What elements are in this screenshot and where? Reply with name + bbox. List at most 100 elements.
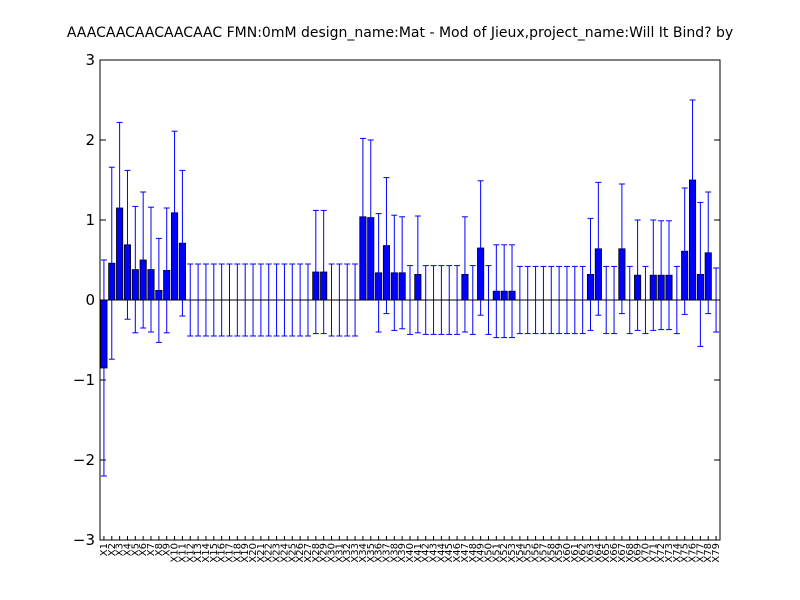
x-tick-label: X54 (515, 543, 526, 563)
x-tick-label: X40 (405, 543, 416, 563)
error-bar (414, 215, 421, 334)
x-tick-label: X76 (688, 543, 699, 563)
x-tick-label: X65 (601, 543, 612, 563)
x-tick-label: X69 (633, 543, 644, 563)
x-tick-label: X66 (609, 543, 620, 563)
y-tick-label: 2 (85, 131, 95, 149)
x-tick-label: X74 (672, 543, 683, 563)
x-tick-label: X27 (303, 543, 314, 563)
x-tick-label: X77 (695, 543, 706, 563)
error-bar (320, 209, 327, 335)
error-bar (108, 166, 115, 360)
x-tick-label: X23 (272, 543, 283, 563)
x-tick-label: X78 (703, 543, 714, 563)
error-bar (509, 244, 516, 339)
x-tick-label: X48 (468, 543, 479, 563)
x-tick-label: X12 (185, 543, 196, 563)
x-tick-label: X11 (177, 543, 188, 563)
x-tick-label: X47 (460, 543, 471, 563)
x-tick-label: X34 (358, 543, 369, 563)
x-tick-label: X4 (122, 543, 133, 556)
x-tick-label: X25 (287, 543, 298, 563)
x-tick-label: X29 (319, 543, 330, 563)
error-bar (375, 213, 382, 333)
error-bar (155, 237, 162, 343)
x-tick-label: X68 (625, 543, 636, 563)
error-bar (650, 219, 657, 331)
error-bar (179, 169, 186, 317)
x-tick-label: X10 (170, 543, 181, 563)
error-bar (163, 207, 170, 334)
error-bar (697, 201, 704, 347)
x-tick-label: X35 (366, 543, 377, 563)
chart-title: AAACAACAACAACAAC FMN:0mM design_name:Mat… (67, 25, 733, 41)
x-tick-label: X8 (154, 543, 165, 556)
x-tick-label: X37 (381, 543, 392, 563)
error-bar (383, 177, 390, 315)
error-bar (100, 259, 107, 477)
y-tick-label: −2 (73, 451, 95, 469)
error-bar (140, 191, 147, 329)
x-tick-label: X73 (664, 543, 675, 563)
x-tick-label: X2 (107, 543, 118, 556)
x-tick-label: X38 (389, 543, 400, 563)
x-tick-label: X62 (578, 543, 589, 563)
error-bar (171, 130, 178, 295)
error-bar (493, 244, 500, 339)
x-axis: X1X2X3X4X5X6X7X8X9X10X11X12X13X14X15X16X… (99, 536, 722, 563)
x-tick-label: X41 (413, 543, 424, 563)
x-tick-label: X72 (656, 543, 667, 563)
error-bar (116, 121, 123, 295)
x-tick-label: X43 (429, 543, 440, 563)
x-tick-label: X20 (248, 543, 259, 563)
x-tick-label: X57 (538, 543, 549, 563)
x-tick-label: X31 (334, 543, 345, 563)
x-tick-label: X70 (640, 543, 651, 563)
x-tick-label: X32 (342, 543, 353, 563)
error-bar (618, 183, 625, 315)
x-tick-label: X42 (421, 543, 432, 563)
x-tick-label: X60 (562, 543, 573, 563)
error-bar (367, 139, 374, 296)
x-tick-label: X49 (476, 543, 487, 563)
x-tick-label: X75 (680, 543, 691, 563)
error-bar (399, 216, 406, 330)
x-tick-label: X28 (311, 543, 322, 563)
error-bar (689, 99, 696, 261)
x-tick-label: X9 (162, 543, 173, 556)
error-bar (595, 181, 602, 316)
x-tick-label: X58 (546, 543, 557, 563)
error-bars-layer (100, 99, 720, 477)
y-tick-label: 3 (85, 51, 95, 69)
error-bar (391, 214, 398, 331)
error-bar (477, 180, 484, 316)
x-tick-label: X5 (130, 543, 141, 556)
x-tick-label: X15 (209, 543, 220, 563)
x-tick-label: X21 (256, 543, 267, 563)
y-tick-label: −1 (73, 371, 95, 389)
x-tick-label: X39 (397, 543, 408, 563)
x-tick-label: X13 (193, 543, 204, 563)
x-tick-label: X46 (452, 543, 463, 563)
x-tick-label: X45 (444, 543, 455, 563)
error-bar (681, 187, 688, 315)
x-tick-label: X30 (327, 543, 338, 563)
error-bar (665, 220, 672, 331)
y-tick-label: 1 (85, 211, 95, 229)
error-bar (312, 209, 319, 335)
x-tick-label: X52 (499, 543, 510, 563)
error-bar (501, 244, 508, 339)
x-tick-label: X53 (507, 543, 518, 563)
x-tick-label: X14 (201, 543, 212, 563)
x-tick-label: X18 (232, 543, 243, 563)
x-tick-label: X3 (115, 543, 126, 556)
x-tick-label: X44 (436, 543, 447, 563)
x-tick-label: X1 (99, 543, 110, 556)
x-tick-label: X33 (350, 543, 361, 563)
y-tick-label: −3 (73, 531, 95, 549)
x-tick-label: X36 (374, 543, 385, 563)
error-bar (461, 216, 468, 333)
x-tick-label: X71 (648, 543, 659, 563)
x-tick-label: X63 (586, 543, 597, 563)
